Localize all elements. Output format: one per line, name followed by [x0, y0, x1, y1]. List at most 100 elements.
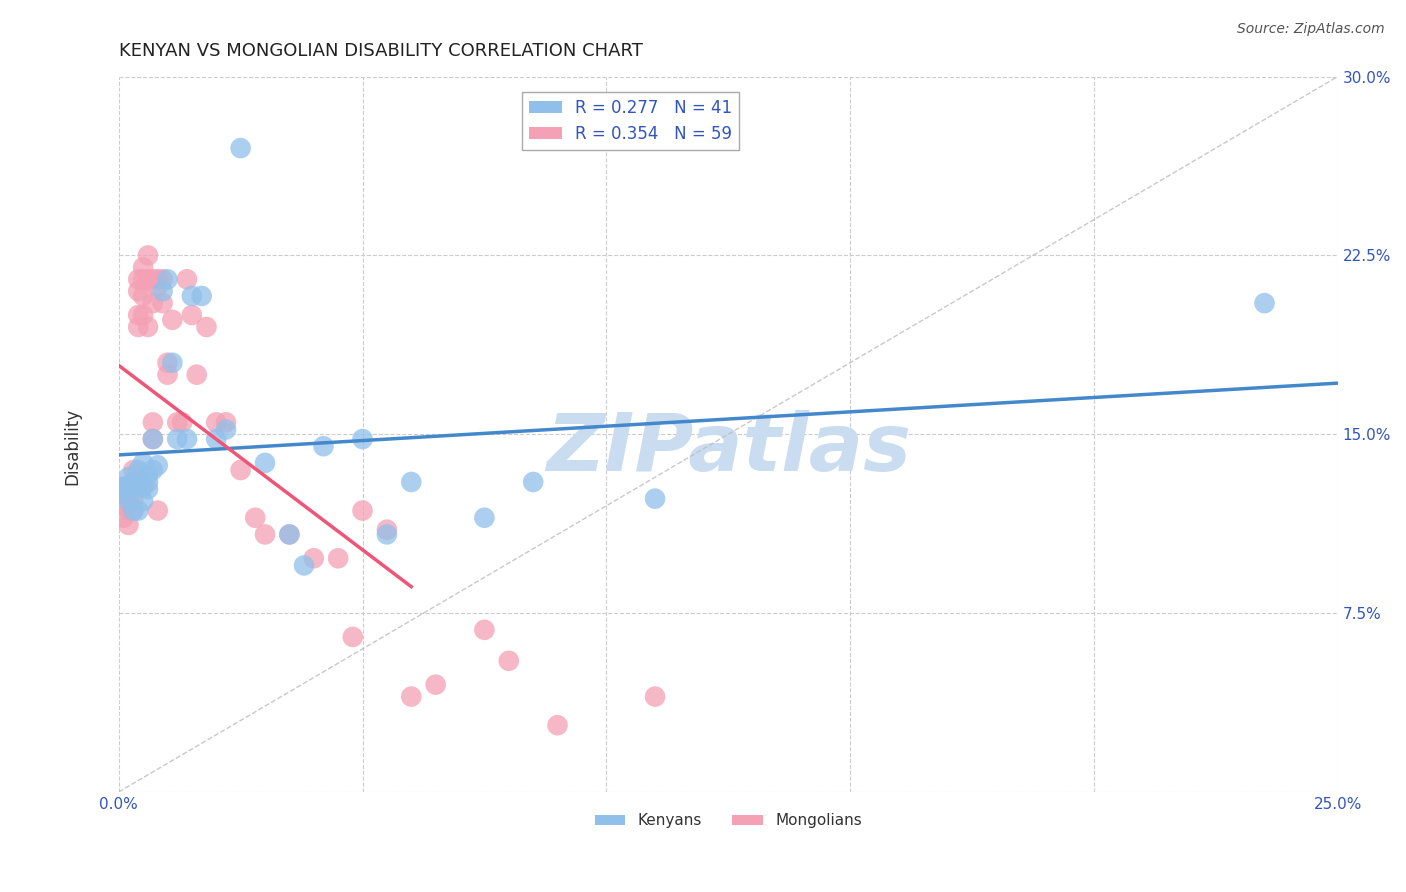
Point [474, 510, 496, 524]
Point [112, 487, 135, 501]
Point [352, 432, 374, 446]
Point [375, 527, 398, 541]
Text: KENYAN VS MONGOLIAN DISABILITY CORRELATION CHART: KENYAN VS MONGOLIAN DISABILITY CORRELATI… [118, 42, 643, 60]
Point [156, 356, 179, 370]
Point [117, 494, 139, 508]
Point [112, 480, 135, 494]
Text: ZIPatlas: ZIPatlas [546, 409, 911, 488]
Point [180, 289, 202, 303]
Point [146, 458, 169, 473]
Point [122, 480, 145, 494]
Point [132, 289, 155, 303]
Point [522, 475, 544, 489]
Point [132, 260, 155, 275]
Point [127, 308, 149, 322]
Point [127, 284, 149, 298]
Point [127, 480, 149, 494]
Point [132, 272, 155, 286]
Point [180, 308, 202, 322]
Point [136, 272, 159, 286]
Point [292, 558, 315, 573]
Point [547, 718, 569, 732]
Point [425, 678, 447, 692]
Point [342, 630, 364, 644]
Point [156, 272, 179, 286]
Point [136, 482, 159, 496]
Point [152, 284, 174, 298]
Point [172, 415, 194, 429]
Text: Source: ZipAtlas.com: Source: ZipAtlas.com [1237, 22, 1385, 37]
Point [644, 491, 666, 506]
Point [117, 480, 139, 494]
Point [205, 432, 228, 446]
Point [278, 527, 301, 541]
Point [146, 272, 169, 286]
Point [229, 463, 252, 477]
Point [186, 368, 208, 382]
Point [132, 494, 155, 508]
Point [132, 456, 155, 470]
Point [117, 517, 139, 532]
Point [474, 623, 496, 637]
Point [117, 503, 139, 517]
Point [146, 503, 169, 517]
Point [122, 503, 145, 517]
Text: Disability: Disability [63, 408, 82, 484]
Point [352, 503, 374, 517]
Point [278, 527, 301, 541]
Point [253, 456, 276, 470]
Point [162, 356, 184, 370]
Point [112, 487, 135, 501]
Point [132, 480, 155, 494]
Point [326, 551, 349, 566]
Point [122, 480, 145, 494]
Point [132, 308, 155, 322]
Point [302, 551, 325, 566]
Point [112, 480, 135, 494]
Point [152, 272, 174, 286]
Point [122, 463, 145, 477]
Point [375, 523, 398, 537]
Point [122, 491, 145, 506]
Point [205, 415, 228, 429]
Point [127, 272, 149, 286]
Point [401, 690, 423, 704]
Point [1253, 296, 1275, 310]
Point [127, 503, 149, 517]
Point [142, 463, 165, 477]
Point [245, 510, 267, 524]
Point [215, 423, 238, 437]
Point [142, 296, 165, 310]
Point [152, 296, 174, 310]
Point [117, 494, 139, 508]
Point [142, 272, 165, 286]
Point [644, 690, 666, 704]
Point [215, 415, 238, 429]
Point [136, 248, 159, 262]
Point [146, 279, 169, 293]
Point [156, 368, 179, 382]
Point [498, 654, 520, 668]
Point [117, 470, 139, 484]
Point [142, 415, 165, 429]
Legend: Kenyans, Mongolians: Kenyans, Mongolians [589, 807, 868, 834]
Point [136, 475, 159, 489]
Point [136, 320, 159, 334]
Point [176, 432, 198, 446]
Point [142, 432, 165, 446]
Point [166, 415, 188, 429]
Point [117, 480, 139, 494]
Point [190, 289, 212, 303]
Point [253, 527, 276, 541]
Point [112, 510, 135, 524]
Point [166, 432, 188, 446]
Point [112, 499, 135, 513]
Point [195, 320, 218, 334]
Point [122, 503, 145, 517]
Point [401, 475, 423, 489]
Point [176, 272, 198, 286]
Point [127, 320, 149, 334]
Point [142, 432, 165, 446]
Point [127, 463, 149, 477]
Point [229, 141, 252, 155]
